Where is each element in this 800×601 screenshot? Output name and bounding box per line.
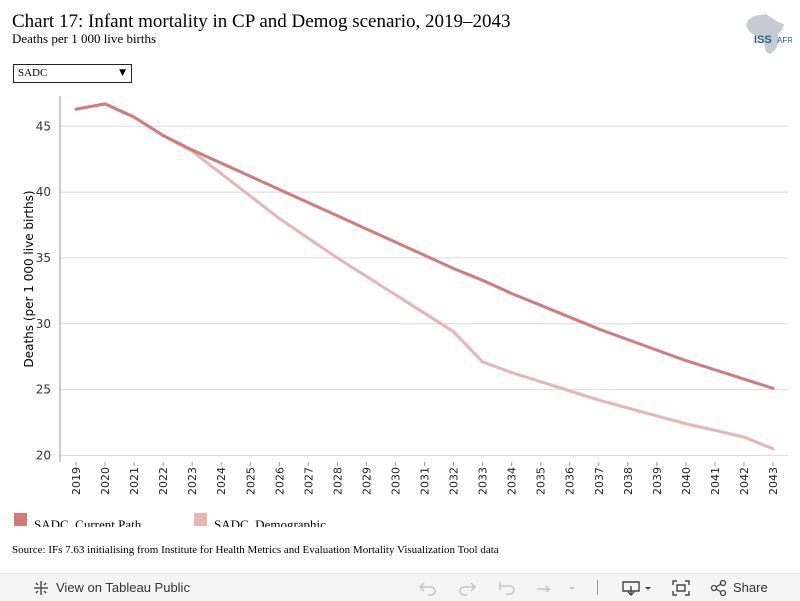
tableau-footer-toolbar: View on Tableau Public Share (0, 573, 800, 601)
region-filter-dropdown[interactable]: SADC ▼ (13, 64, 132, 83)
download-icon (622, 580, 640, 596)
logo-text-africa: AFRICA (777, 36, 792, 45)
undo-icon (418, 581, 436, 596)
x-tick-label: 2029 (360, 467, 373, 495)
view-on-tableau-public-label: View on Tableau Public (56, 580, 190, 595)
x-tick-label: 2024 (215, 467, 228, 495)
y-tick-label: 45 (36, 119, 51, 133)
revert-button[interactable] (497, 574, 517, 601)
region-filter-value: SADC (18, 67, 48, 79)
toolbar-separator (597, 580, 598, 595)
fullscreen-icon (672, 579, 690, 596)
legend-swatch-current-path (14, 513, 27, 526)
download-button[interactable] (622, 574, 653, 601)
legend-swatch-demographic (194, 513, 207, 526)
y-tick-label: 25 (36, 383, 51, 397)
x-tick-label: 2022 (157, 467, 170, 495)
y-tick-label: 30 (36, 317, 51, 331)
x-tick-label: 2041 (709, 467, 722, 495)
x-tick-label: 2035 (535, 467, 548, 495)
x-tick-label: 2025 (244, 467, 257, 495)
undo-button[interactable] (418, 574, 438, 601)
y-tick-label: 40 (36, 185, 51, 199)
x-tick-label: 2021 (128, 467, 141, 495)
x-tick-label: 2027 (302, 467, 315, 495)
series-line-current-path (74, 102, 775, 390)
refresh-button[interactable] (535, 574, 577, 601)
chevron-down-icon (569, 586, 575, 590)
legend-label-current-path: SADC, Current Path (34, 517, 142, 527)
redo-button[interactable] (457, 574, 477, 601)
legend-label-demographic: SADC, Demographic (214, 517, 326, 527)
chart-title: Chart 17: Infant mortality in CP and Dem… (12, 11, 511, 32)
x-tick-label: 2019 (70, 467, 83, 495)
x-tick-label: 2038 (622, 467, 635, 495)
chevron-down-icon (645, 586, 651, 590)
x-tick-label: 2036 (564, 467, 577, 495)
y-axis-label: Deaths (per 1 000 live births) (22, 190, 36, 367)
logo-text-iss: ISS (754, 34, 772, 46)
x-tick-label: 2040 (680, 467, 693, 495)
tableau-logo-icon (34, 580, 48, 595)
legend-item-current-path[interactable]: SADC, Current Path (14, 512, 174, 527)
x-tick-label: 2020 (99, 467, 112, 495)
x-tick-label: 2026 (273, 467, 286, 495)
x-tick-label: 2031 (419, 467, 432, 495)
view-on-tableau-public-link[interactable]: View on Tableau Public (33, 574, 190, 601)
refresh-icon (537, 584, 551, 593)
source-note: Source: IFs 7.63 initialising from Insti… (12, 544, 499, 556)
x-tick-label: 2030 (389, 467, 402, 495)
dropdown-arrow-icon: ▼ (119, 68, 126, 78)
x-tick-label: 2043 (767, 467, 780, 495)
series-line-demographic (74, 102, 775, 451)
x-tick-label: 2032 (448, 467, 461, 495)
x-tick-label: 2034 (506, 467, 519, 495)
iss-africa-logo: ISS AFRICA (746, 14, 792, 54)
share-button[interactable]: Share (710, 574, 768, 601)
y-tick-label: 20 (36, 448, 51, 462)
share-icon (710, 579, 727, 596)
chart-subtitle: Deaths per 1 000 live births (12, 31, 157, 46)
x-tick-label: 2039 (651, 467, 664, 495)
x-tick-label: 2037 (593, 467, 606, 495)
share-label: Share (733, 580, 768, 595)
legend-item-demographic[interactable]: SADC, Demographic (194, 512, 354, 527)
x-tick-label: 2042 (738, 467, 751, 495)
x-tick-label: 2028 (331, 467, 344, 495)
y-tick-label: 35 (36, 251, 51, 265)
x-tick-label: 2033 (477, 467, 490, 495)
redo-icon (459, 581, 477, 596)
fullscreen-button[interactable] (672, 574, 690, 601)
revert-icon (499, 581, 515, 595)
x-tick-label: 2023 (186, 467, 199, 495)
